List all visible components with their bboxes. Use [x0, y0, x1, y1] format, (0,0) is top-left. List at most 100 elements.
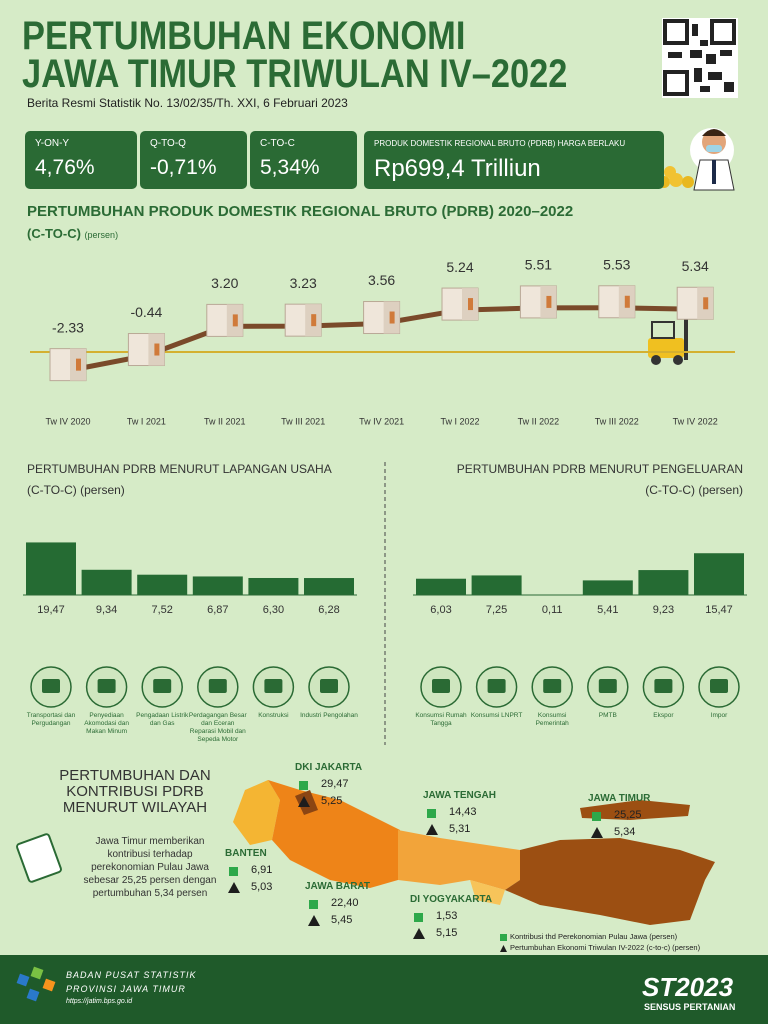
qr-code	[662, 18, 738, 98]
category-label: Perdagangan Besar dan Eceran Reparasi Mo…	[188, 712, 247, 743]
data-label: 5.51	[525, 257, 552, 273]
bar	[694, 553, 744, 595]
category-icon-glyph	[208, 679, 227, 693]
category-label: Konsumsi Rumah Tangga	[415, 712, 467, 727]
region-name: JAWA BARAT	[305, 881, 370, 892]
x-tick-label: Tw III 2022	[595, 416, 639, 426]
growth-marker	[298, 796, 310, 807]
chart-subtitle: (C-TO-C) (persen)	[27, 226, 118, 241]
data-label: -2.33	[52, 319, 84, 335]
census-logo: ST2023	[642, 972, 734, 1002]
java-map	[233, 780, 715, 925]
bar	[81, 569, 132, 595]
legend-triangle	[500, 945, 507, 952]
bar	[137, 574, 188, 595]
box-marker	[49, 348, 87, 382]
box-marker	[363, 301, 401, 335]
region-name: JAWA TIMUR	[588, 793, 651, 804]
category-label: Konsumsi Pemerintah	[535, 712, 569, 727]
category-label: PMTB	[598, 712, 617, 719]
category-label: Penyediaan Akomodasi dan Makan Minum	[84, 712, 129, 735]
footer-org: BADAN PUSAT STATISTIK	[66, 970, 197, 980]
box-part	[546, 295, 552, 308]
title: JAWA TIMUR TRIWULAN IV–2022	[22, 52, 568, 96]
data-label: 3.20	[211, 275, 238, 291]
data-label: 7,25	[486, 604, 507, 616]
indicator-label: Y-ON-Y	[35, 138, 70, 149]
census-name: SENSUS PERTANIAN	[644, 1002, 736, 1012]
indicator-box: C-TO-C 5,34%	[250, 131, 357, 189]
x-tick-label: Tw III 2021	[281, 416, 325, 426]
contribution-marker	[229, 867, 238, 876]
box-part	[154, 343, 160, 356]
region-contribution: 25,25	[614, 809, 642, 821]
bar	[416, 578, 466, 595]
data-label: 0,11	[542, 604, 563, 616]
contribution-marker	[414, 913, 423, 922]
category-icon-glyph	[654, 679, 673, 693]
worker-illustration	[658, 128, 735, 191]
indicator-label: C-TO-C	[260, 138, 295, 149]
contribution-marker	[427, 809, 436, 818]
x-tick-label: Tw II 2022	[518, 416, 560, 426]
growth-marker	[228, 882, 240, 893]
footer-url: https://jatim.bps.go.id	[66, 998, 133, 1005]
data-label: 15,47	[705, 604, 733, 616]
legend-contribution: Kontribusi thd Perekonomian Pulau Jawa (…	[510, 932, 678, 941]
region-name: DI YOGYAKARTA	[410, 894, 493, 905]
category-icon-glyph	[432, 679, 450, 693]
x-tick-label: Tw IV 2022	[673, 416, 718, 426]
bar	[248, 577, 299, 595]
x-tick-label: Tw I 2021	[127, 416, 166, 426]
indicator-value: 4,76%	[35, 156, 95, 179]
box-part	[624, 295, 630, 308]
indicator-box: PRODUK DOMESTIK REGIONAL BRUTO (PDRB) HA…	[364, 131, 664, 189]
map-note: Jawa Timur memberikan kontribusi terhada…	[83, 836, 217, 899]
region-contribution: 14,43	[449, 806, 477, 818]
indicator-box: Y-ON-Y 4,76%	[25, 131, 137, 189]
contribution-marker	[299, 781, 308, 790]
map-title: PERTUMBUHAN DAN KONTRIBUSI PDRB MENURUT …	[59, 767, 211, 816]
box-marker	[284, 303, 322, 337]
x-tick-label: Tw IV 2021	[359, 416, 404, 426]
legend-growth: Pertumbuhan Ekonomi Triwulan IV-2022 (c-…	[510, 943, 701, 952]
indicator-value: 5,34%	[260, 156, 320, 179]
data-label: 6,28	[318, 604, 339, 616]
chart-subtitle-text: (C-TO-C)	[27, 226, 81, 241]
region-name: BANTEN	[225, 848, 267, 859]
indicator-label: PRODUK DOMESTIK REGIONAL BRUTO (PDRB) HA…	[374, 139, 626, 148]
box-marker	[206, 303, 244, 337]
category-label: Transportasi dan Pergudangan	[26, 712, 76, 727]
region-contribution: 1,53	[436, 910, 458, 922]
box-marker	[676, 286, 714, 320]
region-contribution: 29,47	[321, 778, 349, 790]
x-tick-label: Tw I 2022	[440, 416, 479, 426]
box-marker	[127, 333, 165, 367]
region-growth: 5,25	[321, 795, 343, 807]
data-label: 3.23	[290, 275, 317, 291]
box-part	[703, 297, 709, 310]
data-label: 6,03	[430, 604, 451, 616]
data-label: 6,87	[207, 604, 228, 616]
box-marker	[441, 287, 479, 321]
contribution-marker	[309, 900, 318, 909]
growth-marker	[591, 827, 603, 838]
title: PERTUMBUHAN EKONOMI	[22, 14, 466, 58]
region-growth: 5,03	[251, 881, 273, 893]
category-icon-glyph	[320, 679, 338, 693]
bar	[471, 575, 522, 595]
bar	[304, 578, 354, 595]
data-label: 5.34	[682, 258, 709, 274]
category-label: Impor	[710, 712, 728, 719]
bps-logo	[16, 966, 56, 1002]
category-label: Konstruksi	[258, 712, 289, 719]
box-part	[468, 298, 473, 311]
indicator-value: Rp699,4 Trilliun	[374, 155, 541, 182]
region-growth: 5,45	[331, 914, 353, 926]
box-part	[76, 358, 81, 371]
chart-title: PERTUMBUHAN PDRB MENURUT LAPANGAN USAHA	[27, 462, 332, 476]
data-label: 19,47	[37, 604, 65, 616]
chart-title: PERTUMBUHAN PRODUK DOMESTIK REGIONAL BRU…	[27, 203, 574, 220]
data-label: 9,34	[96, 604, 117, 616]
